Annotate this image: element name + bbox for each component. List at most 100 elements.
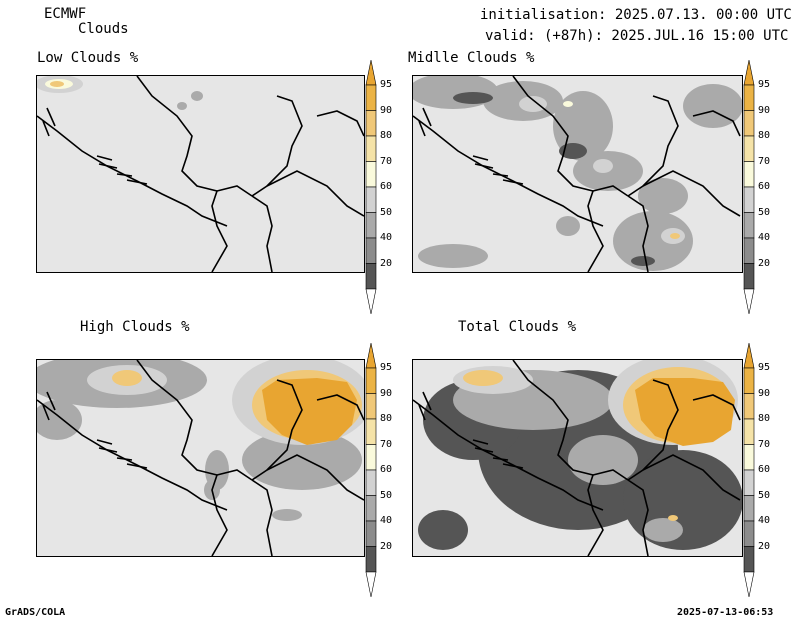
colorbar-swatch-80: [743, 135, 755, 162]
colorbar-swatch-80: [365, 418, 377, 445]
colorbar-tick-label: 90: [380, 104, 393, 116]
colorbar-swatch-90: [365, 393, 377, 420]
border-line: [211, 190, 228, 272]
colorbar-swatch-90: [365, 110, 377, 137]
colorbar-top-triangle: [365, 59, 377, 86]
colorbar-tick-label: 60: [758, 181, 771, 192]
colorbar-tick-label: 50: [380, 206, 393, 218]
colorbar-swatch-50: [743, 212, 755, 239]
border-line: [592, 469, 629, 481]
colorbar-tick-label: 90: [380, 387, 393, 399]
colorbar-swatch-95: [365, 367, 377, 394]
border-line: [251, 195, 273, 272]
border-line: [96, 155, 148, 185]
colorbar-swatch-40: [365, 520, 377, 547]
colorbar-bottom-triangle: [743, 571, 755, 598]
border-line: [692, 394, 741, 421]
border-line: [627, 479, 649, 556]
border-line: [642, 170, 741, 217]
colorbar-swatch-40: [743, 237, 755, 264]
border-line: [418, 107, 432, 137]
footer-timestamp: 2025-07-13-06:53: [677, 607, 774, 618]
colorbar-swatch-95: [743, 367, 755, 394]
colorbar-swatch-40: [743, 520, 755, 547]
colorbar-tick-label: 95: [758, 362, 771, 373]
colorbar-tick-label: 20: [380, 540, 393, 552]
border-line: [42, 107, 56, 137]
colorbar-swatch-70: [743, 161, 755, 188]
border-line: [211, 474, 228, 556]
colorbar-swatch-60: [743, 469, 755, 496]
colorbar-tick-label: 70: [758, 155, 771, 167]
valid-time: valid: (+87h): 2025.JUL.16 15:00 UTC: [485, 28, 789, 44]
border-line: [587, 190, 604, 272]
colorbar-low: [365, 59, 377, 315]
colorbar-tick-label: 90: [758, 104, 771, 116]
border-line: [472, 155, 524, 185]
map-panel-total: [412, 359, 743, 557]
colorbar-bottom-triangle: [743, 288, 755, 315]
colorbar-swatch-70: [365, 444, 377, 471]
colorbar-tick-label: 40: [380, 232, 393, 243]
init-time: initialisation: 2025.07.13. 00:00 UTC: [480, 7, 792, 23]
colorbar-swatch-50: [365, 212, 377, 239]
border-line: [216, 185, 253, 197]
colorbar-swatch-20: [743, 263, 755, 290]
colorbar-swatch-80: [743, 418, 755, 445]
colorbar-tick-label: 80: [380, 413, 393, 424]
footer-credit: GrADS/COLA: [5, 607, 66, 618]
colorbar-swatch-80: [365, 135, 377, 162]
colorbar-tick-label: 70: [758, 438, 771, 450]
border-line: [587, 474, 604, 556]
border-line: [266, 454, 364, 501]
colorbar-tick-label: 60: [758, 464, 771, 475]
border-line: [42, 391, 56, 421]
colorbar-swatch-50: [365, 495, 377, 522]
border-line: [316, 110, 364, 137]
colorbar-tick-label: 20: [380, 257, 393, 269]
colorbar-tick-label: 60: [380, 181, 393, 192]
colorbar-swatch-95: [743, 84, 755, 111]
map-panel-middle: [412, 75, 743, 273]
colorbar-swatch-20: [743, 546, 755, 573]
border-line: [692, 110, 741, 137]
border-line: [136, 76, 218, 192]
border-line: [37, 399, 228, 511]
border-line: [512, 76, 594, 192]
colorbar-tick-label: 95: [758, 79, 771, 90]
panel-title-low: Low Clouds %: [37, 50, 139, 66]
colorbar-tick-label: 40: [380, 515, 393, 526]
border-line: [413, 399, 604, 511]
border-line: [472, 439, 524, 469]
colorbar-tick-label: 70: [380, 155, 393, 167]
colorbar-tick-label: 50: [380, 489, 393, 501]
border-line: [627, 195, 649, 272]
model-name: ECMWF: [44, 6, 87, 22]
colorbar-tick-label: 50: [758, 489, 771, 501]
colorbar-bottom-triangle: [365, 288, 377, 315]
colorbar-tick-label: 80: [758, 413, 771, 424]
border-line: [418, 391, 432, 421]
colorbar-total: [743, 342, 755, 598]
border-line: [413, 115, 604, 227]
colorbar-tick-label: 80: [758, 130, 771, 141]
colorbar-tick-label: 90: [758, 387, 771, 399]
border-line: [251, 479, 273, 556]
colorbar-tick-label: 95: [380, 362, 393, 373]
colorbar-swatch-90: [743, 393, 755, 420]
colorbar-high: [365, 342, 377, 598]
colorbar-swatch-40: [365, 237, 377, 264]
colorbar-tick-label: 60: [380, 464, 393, 475]
colorbar-top-triangle: [743, 342, 755, 369]
border-line: [642, 454, 741, 501]
border-line: [216, 469, 253, 481]
colorbar-swatch-60: [365, 186, 377, 213]
border-line: [96, 439, 148, 469]
border-line: [592, 185, 629, 197]
panel-title-high: High Clouds %: [80, 319, 190, 335]
colorbar-swatch-60: [365, 469, 377, 496]
product-name: Clouds: [78, 21, 129, 37]
colorbar-tick-label: 40: [758, 232, 771, 243]
colorbar-top-triangle: [743, 59, 755, 86]
map-panel-low: [36, 75, 365, 273]
